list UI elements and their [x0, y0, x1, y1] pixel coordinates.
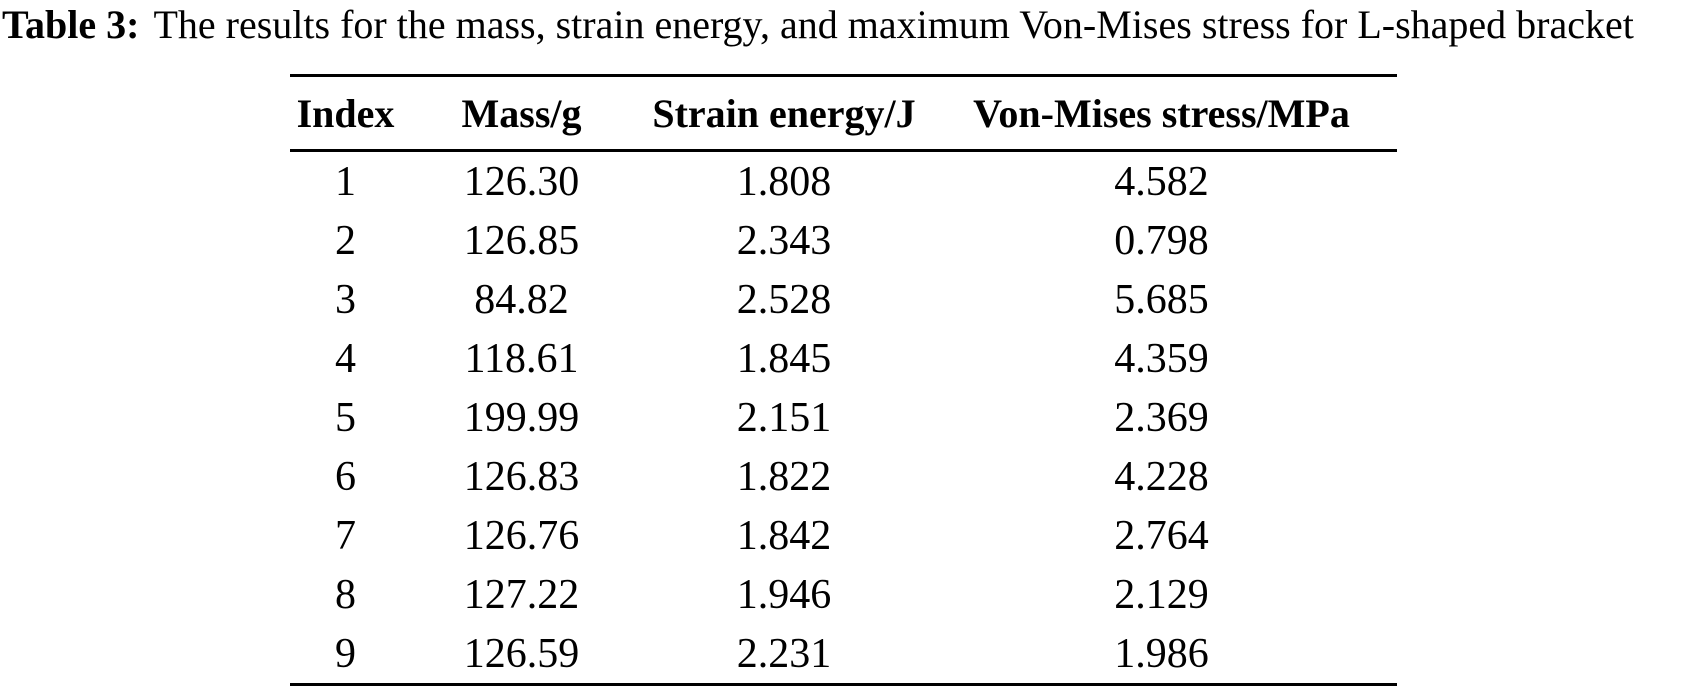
table-cell: 1.946 [736, 571, 832, 618]
results-table: Index Mass/g Strain energy/J Von-Mises s… [289, 74, 1397, 686]
table-cell: 126.85 [463, 217, 580, 264]
table-cell: 4 [335, 335, 356, 382]
table-row: 7 126.76 1.842 2.764 [290, 506, 1397, 565]
table-caption: Table 3: The results for the mass, strain… [0, 0, 1686, 48]
table-cell: 84.82 [474, 276, 569, 323]
table-cell: 2.343 [736, 217, 832, 264]
table-cell: 127.22 [463, 571, 580, 618]
column-header-index: Index [289, 75, 402, 152]
table-caption-label: Table 3: [2, 2, 140, 47]
table-cell: 9 [335, 630, 356, 677]
table-cell: 1.822 [736, 453, 832, 500]
table-cell: 3 [335, 276, 356, 323]
results-table-body: 1 126.30 1.808 4.582 2 126.85 2.343 0.798 3 84.82… [290, 151, 1397, 685]
table-cell: 199.99 [463, 394, 580, 441]
table-cell: 2.764 [1114, 512, 1209, 559]
table-row: 6 126.83 1.822 4.228 [290, 447, 1397, 506]
table-row: 5 199.99 2.151 2.369 [290, 388, 1397, 447]
table-cell: 126.83 [463, 453, 580, 500]
table-cell: 1.845 [736, 335, 832, 382]
table-cell: 118.61 [464, 335, 579, 382]
table-cell: 7 [335, 512, 356, 559]
table-cell: 2.151 [736, 394, 832, 441]
table-cell: 4.359 [1114, 335, 1209, 382]
table-row: 9 126.59 2.231 1.986 [290, 624, 1397, 685]
table-cell: 5 [335, 394, 356, 441]
table-cell: 126.76 [463, 512, 580, 559]
table-cell: 1.842 [736, 512, 832, 559]
table-caption-text: The results for the mass, strain energy,… [153, 2, 1634, 47]
table-cell: 6 [335, 453, 356, 500]
table-cell: 1.986 [1114, 630, 1209, 677]
table-row: 8 127.22 1.946 2.129 [290, 565, 1397, 624]
column-header-strain-energy: Strain energy/J [641, 75, 927, 152]
table-cell: 2.231 [736, 630, 832, 677]
table-cell: 4.228 [1114, 453, 1209, 500]
table-row: 1 126.30 1.808 4.582 [290, 151, 1397, 212]
table-cell: 0.798 [1114, 217, 1209, 264]
table-cell: 5.685 [1114, 276, 1209, 323]
column-header-mass: Mass/g [401, 75, 642, 152]
table-cell: 126.30 [463, 158, 580, 205]
table-cell: 2.129 [1114, 571, 1209, 618]
table-row: 2 126.85 2.343 0.798 [290, 211, 1397, 270]
table-row: 4 118.61 1.845 4.359 [290, 329, 1397, 388]
table-cell: 2.528 [736, 276, 832, 323]
column-header-von-mises-stress: Von-Mises stress/MPa [926, 75, 1397, 152]
table-cell: 4.582 [1114, 158, 1209, 205]
table-cell: 1 [335, 158, 356, 205]
table-cell: 2 [335, 217, 356, 264]
table-row: 3 84.82 2.528 5.685 [290, 270, 1397, 329]
header-row: Index Mass/g Strain energy/J Von-Mises s… [289, 75, 1397, 152]
table-cell: 8 [335, 571, 356, 618]
table-cell: 126.59 [463, 630, 580, 677]
table-cell: 2.369 [1114, 394, 1209, 441]
table-cell: 1.808 [736, 158, 832, 205]
